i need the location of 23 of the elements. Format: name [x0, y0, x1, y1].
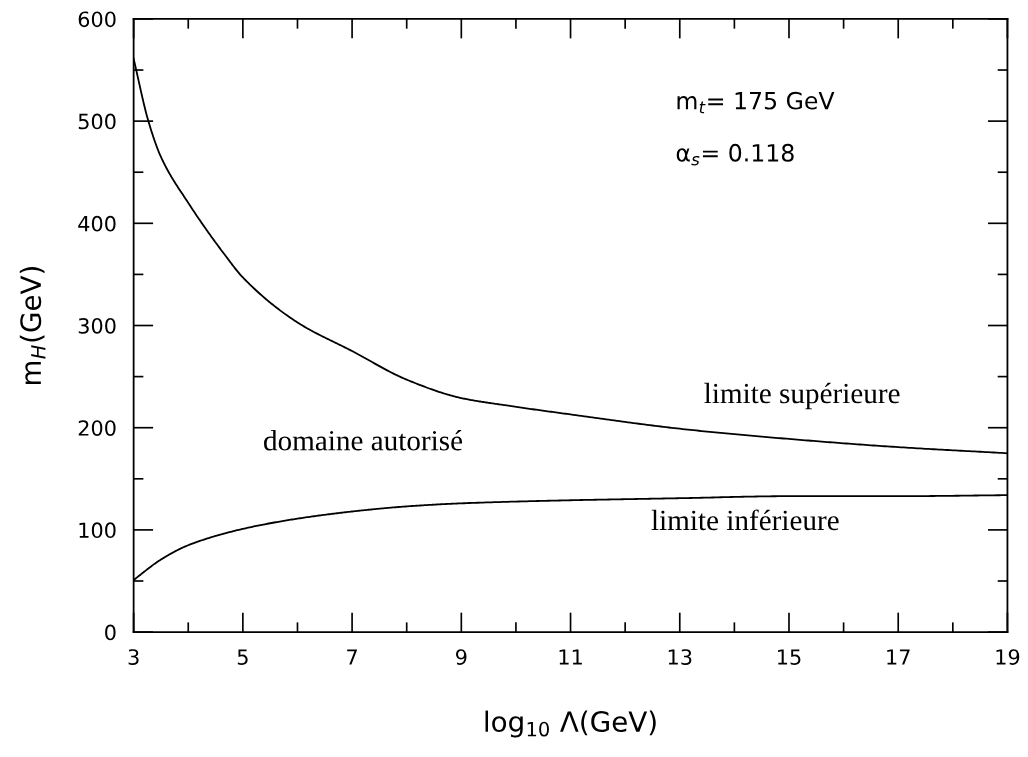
- y-tick-label: 100: [79, 522, 116, 539]
- x-tick-label: 11: [559, 649, 582, 665]
- x-tick-label: 19: [996, 649, 1020, 665]
- y-axis-title: m$_{H}$(GeV): [19, 267, 46, 385]
- x-tick-label: 9: [456, 649, 467, 665]
- y-tick-label: 300: [78, 317, 116, 334]
- x-tick-label: 13: [668, 649, 692, 665]
- annotation: m$_{t}$= 175 GeV: [677, 91, 835, 114]
- annotation: limite supérieure: [704, 382, 900, 410]
- y-tick-label: 600: [78, 11, 116, 28]
- x-axis-title: log$_{10}$ Λ(GeV): [485, 710, 656, 738]
- annotation: α$_{s}$= 0.118: [676, 143, 794, 166]
- y-tick-label: 0: [105, 624, 116, 641]
- x-tick-label: 7: [347, 649, 357, 665]
- x-tick-label: 5: [237, 649, 248, 665]
- x-tick-label: 3: [128, 649, 139, 665]
- annotation: limite inférieure: [651, 509, 839, 531]
- x-tick-label: 17: [887, 649, 910, 665]
- y-tick-label: 400: [78, 215, 116, 232]
- y-tick-label: 500: [78, 113, 116, 130]
- x-tick-label: 15: [778, 649, 801, 665]
- annotation: domaine autorisé: [264, 429, 463, 451]
- y-tick-label: 200: [78, 420, 116, 436]
